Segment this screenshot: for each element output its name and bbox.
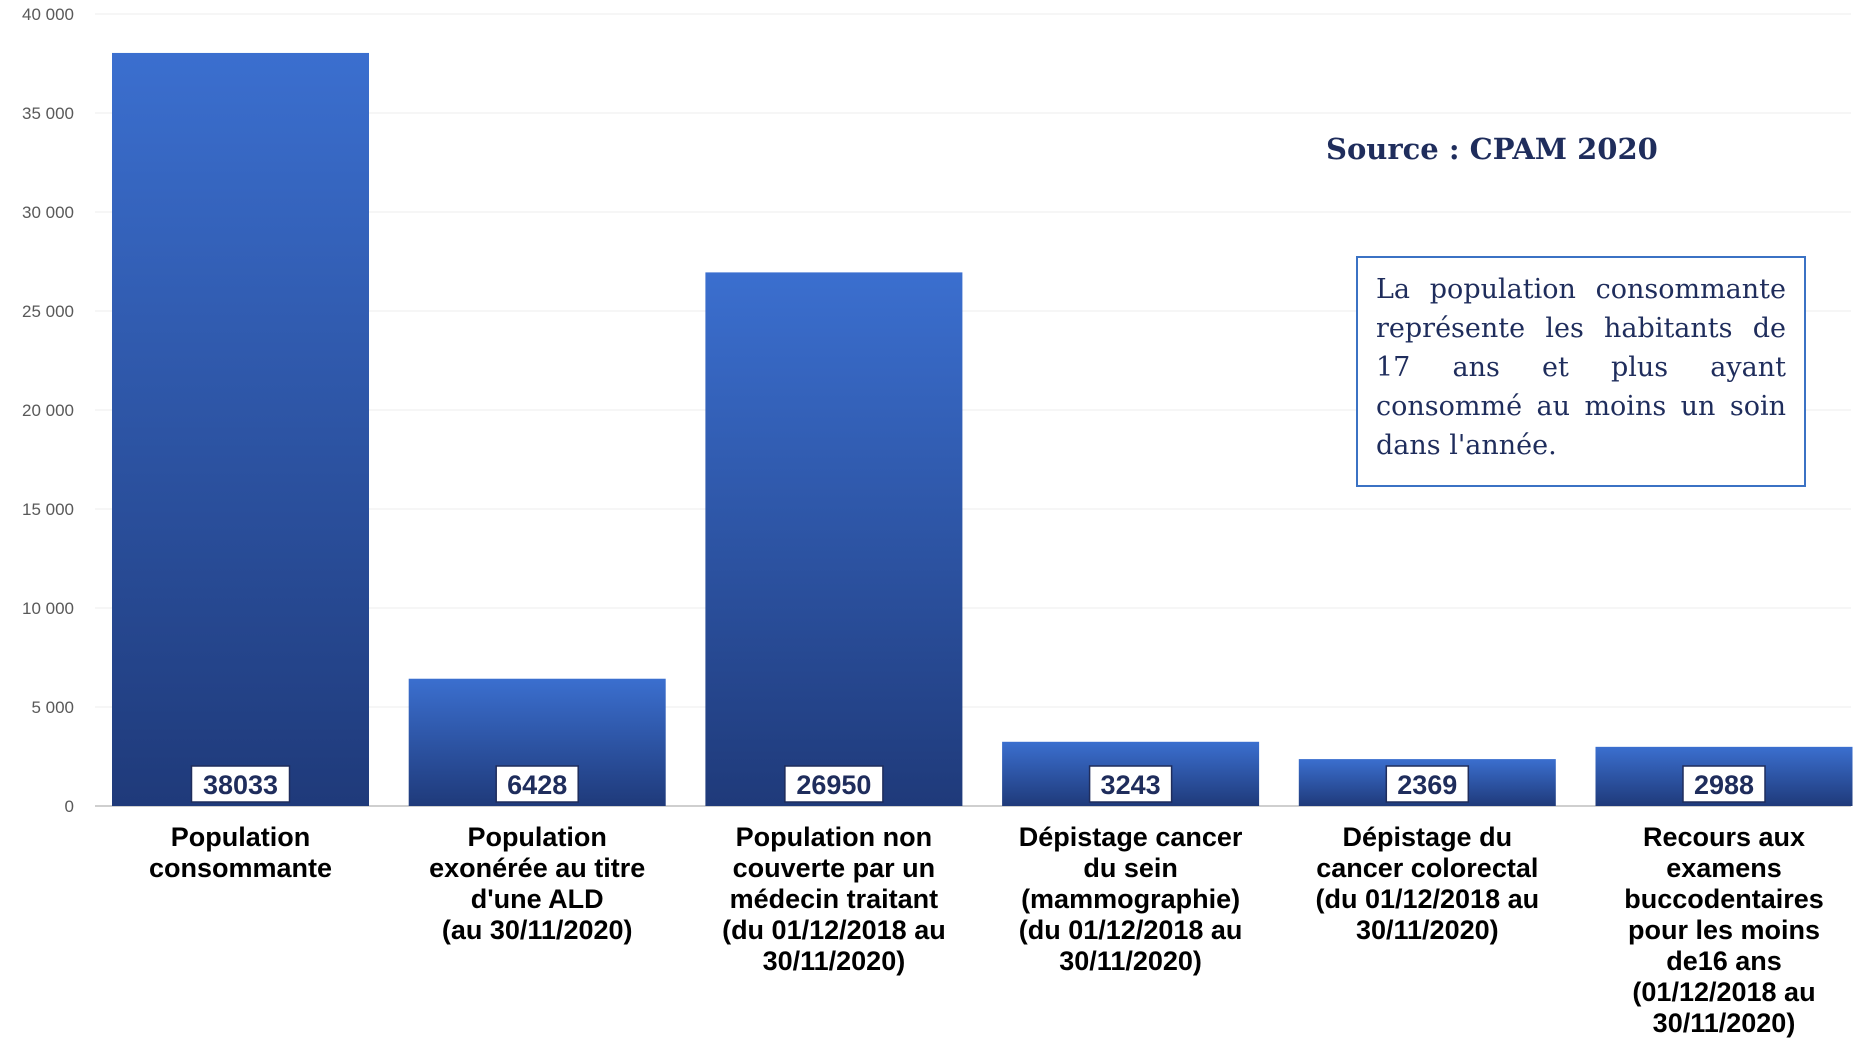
y-tick-label: 0 [65, 797, 74, 816]
source-annotation: Source : CPAM 2020 [1326, 132, 1658, 166]
value-label: 2369 [1397, 770, 1457, 800]
y-tick-label: 35 000 [22, 104, 74, 123]
value-label: 6428 [507, 770, 567, 800]
value-label: 3243 [1101, 770, 1161, 800]
y-tick-label: 20 000 [22, 401, 74, 420]
y-axis: 0 5 000 10 000 15 000 20 000 25 000 30 000 35 0… [22, 5, 74, 816]
category-label: Population exonérée au titre d'une ALD (… [400, 822, 675, 946]
category-label: Dépistage cancer du sein (mammographie) … [993, 822, 1268, 977]
category-label: Dépistage du cancer colorectal (du 01/12… [1290, 822, 1565, 946]
y-tick-label: 10 000 [22, 599, 74, 618]
y-tick-label: 25 000 [22, 302, 74, 321]
bar [705, 272, 962, 806]
bar [112, 53, 369, 806]
y-tick-label: 40 000 [22, 5, 74, 24]
category-label: Recours aux examens buccodentaires pour … [1587, 822, 1858, 1039]
category-label: Population non couverte par un médecin t… [696, 822, 971, 977]
value-label: 26950 [796, 770, 871, 800]
y-tick-label: 5 000 [31, 698, 74, 717]
note-box: La population consommante représente les… [1356, 256, 1806, 487]
y-tick-label: 15 000 [22, 500, 74, 519]
y-tick-label: 30 000 [22, 203, 74, 222]
value-label: 38033 [203, 770, 278, 800]
value-label: 2988 [1694, 770, 1754, 800]
note-text: La population consommante représente les… [1376, 270, 1786, 465]
category-label: Population consommante [103, 822, 378, 884]
